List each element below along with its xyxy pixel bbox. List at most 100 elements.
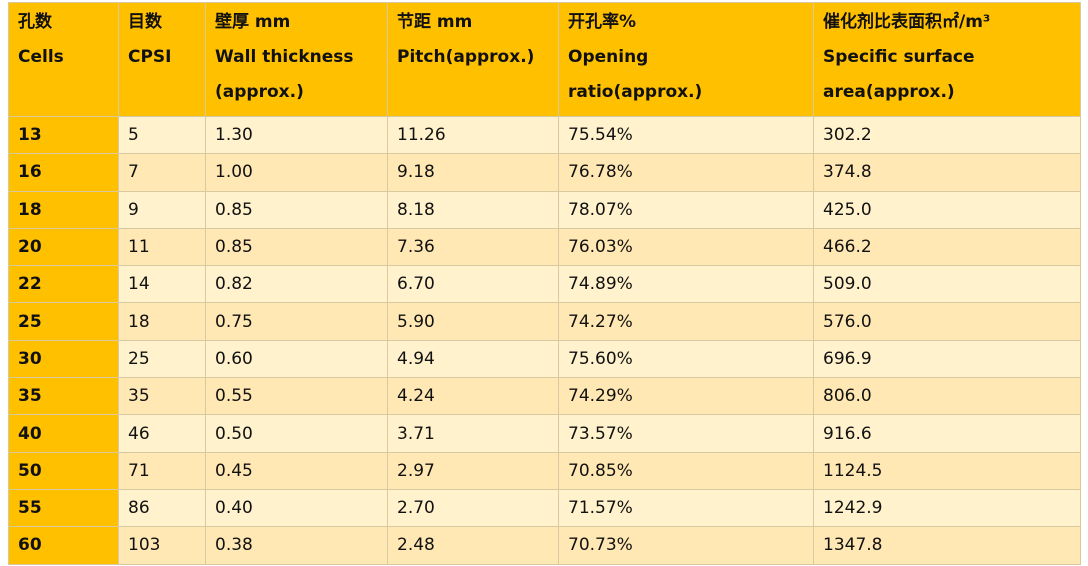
data-cell: 11	[118, 227, 206, 267]
data-cell: 75.60%	[558, 339, 814, 379]
data-cell: 0.40	[205, 488, 388, 528]
data-cell: 70.85%	[558, 451, 814, 490]
data-cell: 2.70	[387, 488, 559, 528]
header-line: Cells	[18, 47, 64, 67]
table-body: 13 5 1.30 11.26 75.54% 302.2 16 7 1.00 9.18 76.78%…	[8, 115, 1081, 565]
data-cell: 1347.8	[813, 526, 1081, 565]
data-cell: 1.00	[205, 153, 388, 192]
data-cell: 9.18	[387, 153, 559, 192]
cells-cell: 13	[8, 115, 119, 155]
table-header: 孔数 Cells 目数 CPSI 壁厚 mm Wall thickness (approx.…	[8, 2, 1081, 117]
header-cell: 开孔率% Opening ratio(approx.)	[558, 2, 814, 117]
data-cell: 6.70	[387, 265, 559, 304]
header-cell: 催化剂比表面积㎡/m³ Specific surface area(approx.)	[813, 2, 1081, 117]
cells-cell: 20	[8, 227, 119, 267]
table-row: 16 7 1.00 9.18 76.78% 374.8	[8, 153, 1081, 192]
data-cell: 103	[118, 526, 206, 565]
data-cell: 696.9	[813, 339, 1081, 379]
header-cell: 目数 CPSI	[118, 2, 206, 117]
header-row: 孔数 Cells 目数 CPSI 壁厚 mm Wall thickness (approx.…	[8, 2, 1081, 117]
cells-cell: 55	[8, 488, 119, 528]
data-cell: 7.36	[387, 227, 559, 267]
cells-cell: 60	[8, 526, 119, 565]
data-cell: 425.0	[813, 190, 1081, 229]
data-cell: 0.82	[205, 265, 388, 304]
header-line: ratio(approx.)	[568, 82, 703, 102]
header-line: 开孔率%	[568, 12, 637, 32]
data-cell: 73.57%	[558, 414, 814, 453]
header-line: 壁厚 mm	[215, 12, 291, 32]
data-cell: 0.38	[205, 526, 388, 565]
data-cell: 806.0	[813, 377, 1081, 416]
data-cell: 35	[118, 377, 206, 416]
spec-table: 孔数 Cells 目数 CPSI 壁厚 mm Wall thickness (approx.…	[8, 2, 1081, 565]
data-cell: 0.50	[205, 414, 388, 453]
data-cell: 466.2	[813, 227, 1081, 267]
data-cell: 302.2	[813, 115, 1081, 155]
table-row: 25 18 0.75 5.90 74.27% 576.0	[8, 302, 1081, 341]
header-line: Specific surface	[823, 47, 975, 67]
cells-cell: 50	[8, 451, 119, 490]
data-cell: 5	[118, 115, 206, 155]
cells-cell: 18	[8, 190, 119, 229]
data-cell: 70.73%	[558, 526, 814, 565]
data-cell: 71.57%	[558, 488, 814, 528]
cells-cell: 30	[8, 339, 119, 379]
table-row: 60 103 0.38 2.48 70.73% 1347.8	[8, 526, 1081, 565]
data-cell: 71	[118, 451, 206, 490]
table-row: 20 11 0.85 7.36 76.03% 466.2	[8, 227, 1081, 267]
data-cell: 2.97	[387, 451, 559, 490]
data-cell: 916.6	[813, 414, 1081, 453]
header-line: 节距 mm	[397, 12, 473, 32]
data-cell: 2.48	[387, 526, 559, 565]
header-line: Pitch(approx.)	[397, 47, 535, 67]
cells-cell: 35	[8, 377, 119, 416]
cells-cell: 16	[8, 153, 119, 192]
data-cell: 18	[118, 302, 206, 341]
header-line: 孔数	[18, 12, 52, 32]
cells-cell: 40	[8, 414, 119, 453]
cells-cell: 25	[8, 302, 119, 341]
data-cell: 76.78%	[558, 153, 814, 192]
data-cell: 576.0	[813, 302, 1081, 341]
header-line: Wall thickness	[215, 47, 354, 67]
data-cell: 11.26	[387, 115, 559, 155]
header-line: (approx.)	[215, 82, 304, 102]
data-cell: 14	[118, 265, 206, 304]
data-cell: 374.8	[813, 153, 1081, 192]
data-cell: 74.89%	[558, 265, 814, 304]
data-cell: 0.60	[205, 339, 388, 379]
header-line: CPSI	[128, 47, 172, 67]
data-cell: 1.30	[205, 115, 388, 155]
header-line: 催化剂比表面积㎡/m³	[823, 12, 991, 32]
data-cell: 9	[118, 190, 206, 229]
data-cell: 46	[118, 414, 206, 453]
data-cell: 7	[118, 153, 206, 192]
table-row: 18 9 0.85 8.18 78.07% 425.0	[8, 190, 1081, 229]
table-row: 50 71 0.45 2.97 70.85% 1124.5	[8, 451, 1081, 490]
data-cell: 0.85	[205, 227, 388, 267]
data-cell: 0.75	[205, 302, 388, 341]
table-row: 30 25 0.60 4.94 75.60% 696.9	[8, 339, 1081, 379]
data-cell: 74.29%	[558, 377, 814, 416]
data-cell: 25	[118, 339, 206, 379]
table-row: 40 46 0.50 3.71 73.57% 916.6	[8, 414, 1081, 453]
data-cell: 4.24	[387, 377, 559, 416]
data-cell: 509.0	[813, 265, 1081, 304]
data-cell: 3.71	[387, 414, 559, 453]
data-cell: 5.90	[387, 302, 559, 341]
table-row: 13 5 1.30 11.26 75.54% 302.2	[8, 115, 1081, 155]
data-cell: 1242.9	[813, 488, 1081, 528]
data-cell: 0.55	[205, 377, 388, 416]
header-line: Opening	[568, 47, 649, 67]
data-cell: 76.03%	[558, 227, 814, 267]
table-row: 22 14 0.82 6.70 74.89% 509.0	[8, 265, 1081, 304]
header-cell: 壁厚 mm Wall thickness (approx.)	[205, 2, 388, 117]
cells-cell: 22	[8, 265, 119, 304]
data-cell: 74.27%	[558, 302, 814, 341]
data-cell: 78.07%	[558, 190, 814, 229]
data-cell: 8.18	[387, 190, 559, 229]
data-cell: 1124.5	[813, 451, 1081, 490]
